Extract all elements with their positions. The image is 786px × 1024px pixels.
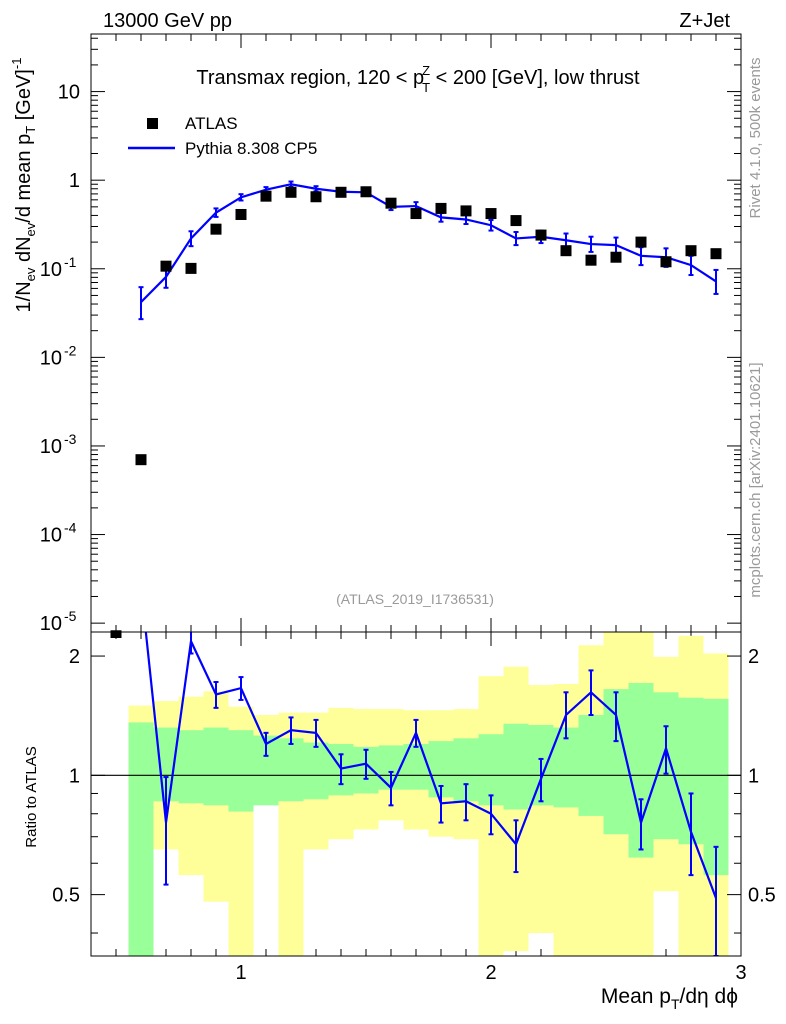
x-tick-label: 1	[235, 962, 246, 984]
ratio-y-axis-label: Ratio to ATLAS	[23, 746, 40, 847]
ratio-y-tick-label: 1	[69, 765, 80, 787]
atlas-data-point	[435, 202, 447, 214]
chart-title-subscript: T	[422, 80, 430, 95]
y-tick-label: 10	[58, 82, 80, 104]
atlas-data-point	[660, 256, 672, 268]
atlas-data-point	[310, 191, 322, 203]
rivet-version-label: Rivet 4.1.0, 500k events	[747, 58, 764, 219]
y-tick-exponent: -2	[64, 342, 77, 358]
y-tick-label: 10	[40, 436, 62, 458]
atlas-data-point	[560, 245, 572, 257]
legend-atlas-marker	[147, 118, 158, 129]
green-band-bin	[478, 734, 504, 806]
atlas-data-point	[710, 248, 722, 260]
y-tick-exponent: -3	[64, 431, 77, 447]
atlas-data-point	[360, 186, 372, 198]
y-axis-label: 1/Nev dNev/d mean pT [GeV]-1	[9, 58, 38, 313]
atlas-data-point	[335, 186, 347, 198]
atlas-data-point	[610, 251, 622, 263]
x-axis-label: Mean pT/dη dϕ	[601, 985, 738, 1012]
chart-title-superscript: Z	[422, 63, 430, 78]
atlas-data-point	[635, 236, 647, 248]
y-tick-exponent: -4	[64, 520, 77, 536]
atlas-data-point	[685, 245, 697, 257]
green-band-bin	[553, 727, 579, 808]
green-band-bin	[203, 727, 229, 806]
atlas-data-point	[385, 197, 397, 209]
green-band-bin	[278, 738, 304, 802]
chart-title-main: Transmax region, 120 < p	[196, 67, 424, 89]
x-tick-label: 2	[485, 962, 496, 984]
atlas-data-point	[410, 208, 422, 220]
y-tick-label: 1	[69, 170, 80, 192]
y-tick-label: 10	[40, 259, 62, 281]
ratio-y-tick-label-right: 0.5	[748, 885, 776, 907]
atlas-data-point	[585, 254, 597, 266]
chart-title: Transmax region, 120 < pZ T < 200 [GeV], …	[196, 63, 640, 95]
mcplots-url-label: mcplots.cern.ch [arXiv:2401.10621]	[747, 362, 764, 597]
ratio-panel: 1 2 3 0.5 0.5 1 1 2 2	[52, 631, 776, 984]
atlas-data-point	[535, 229, 547, 241]
mc-line	[140, 183, 717, 303]
ratio-y-tick-label: 2	[69, 646, 80, 668]
green-band-bin	[703, 698, 729, 876]
y-tick-exponent: -5	[64, 608, 77, 624]
ratio-mc-line	[144, 632, 718, 899]
y-tick-exponent: -1	[64, 254, 77, 270]
atlas-data-point	[135, 454, 147, 466]
analysis-watermark: (ATLAS_2019_I1736531)	[336, 591, 494, 607]
legend-pythia-label: Pythia 8.308 CP5	[185, 139, 317, 158]
green-band-bin	[228, 730, 254, 812]
y-tick-label: 10	[40, 347, 62, 369]
chart-title-rest: < 200 [GeV], low thrust	[430, 67, 640, 89]
green-band-bin	[578, 714, 604, 816]
atlas-data-point	[485, 208, 497, 220]
y-tick-label: 10	[40, 525, 62, 547]
ratio-frame	[90, 631, 742, 957]
atlas-data-point	[510, 215, 522, 227]
atlas-data-point	[235, 208, 247, 220]
green-band-bin	[503, 723, 529, 810]
atlas-data-point	[160, 260, 172, 272]
x-tick-label: 3	[735, 962, 746, 984]
legend-atlas-label: ATLAS	[185, 114, 238, 133]
header-right-label: Z+Jet	[679, 10, 730, 32]
green-band-bin	[178, 730, 204, 804]
atlas-data-point	[285, 186, 297, 198]
atlas-data-point	[260, 190, 272, 202]
header-left-label: 13000 GeV pp	[103, 10, 232, 32]
green-band-bin	[128, 722, 154, 956]
green-band-bin	[303, 742, 329, 800]
atlas-data-point	[460, 205, 472, 217]
ratio-y-tick-label-right: 1	[748, 765, 759, 787]
ratio-y-tick-label-right: 2	[748, 646, 759, 668]
yellow-band-bin	[528, 685, 554, 934]
main-series-group	[110, 180, 722, 638]
ratio-series-group	[144, 632, 719, 956]
ratio-y-tick-label: 0.5	[52, 885, 80, 907]
atlas-data-point	[185, 262, 197, 274]
atlas-data-point	[210, 223, 222, 235]
y-tick-label: 10	[40, 613, 62, 635]
